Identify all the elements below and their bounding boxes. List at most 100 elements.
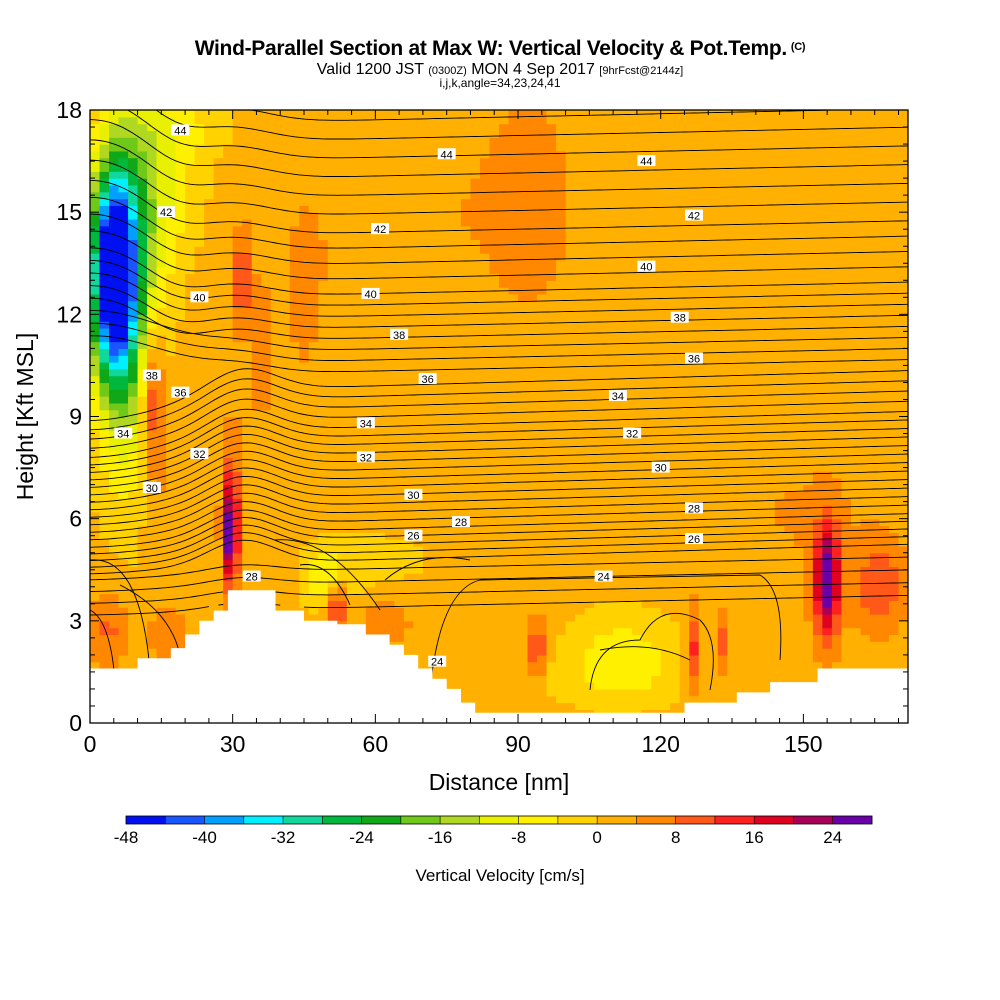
velocity-cell (556, 157, 567, 166)
velocity-cell (109, 205, 120, 213)
title-main: Wind-Parallel Section at Max W: Vertical… (194, 37, 788, 60)
velocity-cell (289, 314, 300, 322)
velocity-cell (346, 355, 357, 363)
velocity-cell (299, 430, 310, 438)
velocity-cell (99, 150, 110, 159)
velocity-cell (185, 327, 196, 336)
velocity-cell (118, 545, 129, 554)
velocity-cell (527, 355, 538, 363)
velocity-cell (394, 389, 405, 397)
velocity-cell (489, 566, 500, 574)
velocity-cell (394, 525, 405, 533)
velocity-cell (128, 307, 139, 315)
velocity-cell (394, 375, 405, 384)
velocity-cell (175, 287, 186, 295)
velocity-cell (537, 450, 548, 458)
velocity-cell (460, 116, 472, 125)
velocity-cell (109, 498, 120, 506)
velocity-cell (470, 607, 481, 615)
velocity-cell (603, 253, 614, 261)
velocity-cell (137, 239, 148, 247)
velocity-cell (223, 457, 234, 465)
velocity-cell (460, 491, 472, 499)
velocity-cell (147, 423, 158, 431)
velocity-cell (489, 654, 500, 663)
velocity-cell (299, 368, 310, 377)
velocity-cell (99, 273, 110, 281)
velocity-cell (327, 614, 338, 622)
velocity-cell (147, 539, 158, 547)
velocity-cell (213, 389, 224, 397)
velocity-cell (613, 688, 624, 697)
velocity-cell (451, 246, 462, 254)
velocity-cell (175, 355, 186, 363)
velocity-cell (451, 253, 462, 261)
velocity-cell (308, 280, 319, 288)
velocity-cell (147, 593, 158, 601)
velocity-cell (337, 144, 348, 152)
velocity-cell (565, 443, 576, 452)
velocity-cell (470, 614, 481, 622)
velocity-cell (90, 362, 101, 370)
velocity-cell (575, 641, 586, 649)
velocity-cell (384, 477, 395, 486)
velocity-cell (499, 198, 510, 206)
velocity-cell (603, 477, 614, 486)
velocity-cell (413, 450, 424, 458)
velocity-cell (213, 600, 224, 608)
velocity-cell (565, 402, 576, 411)
velocity-cell (90, 532, 101, 540)
velocity-cell (365, 273, 376, 281)
velocity-cell (575, 436, 586, 445)
velocity-cell (394, 314, 405, 322)
velocity-cell (537, 239, 548, 247)
velocity-cell (289, 293, 300, 302)
velocity-cell (251, 225, 262, 234)
velocity-cell (594, 627, 605, 636)
velocity-cell (537, 225, 548, 234)
velocity-cell (422, 607, 434, 615)
velocity-cell (422, 409, 434, 418)
velocity-cell (128, 607, 139, 615)
velocity-cell (109, 327, 120, 336)
velocity-cell (118, 280, 129, 288)
velocity-cell (147, 641, 158, 649)
velocity-cell (451, 682, 462, 690)
velocity-cell (261, 178, 272, 186)
velocity-cell (527, 157, 538, 166)
velocity-cell (270, 164, 281, 172)
velocity-cell (565, 545, 576, 554)
velocity-cell (584, 314, 595, 322)
velocity-cell (575, 525, 586, 533)
velocity-cell (308, 321, 319, 329)
velocity-cell (185, 150, 196, 159)
velocity-cell (584, 470, 595, 479)
velocity-cell (137, 443, 148, 452)
velocity-cell (489, 348, 500, 356)
velocity-cell (594, 164, 605, 172)
velocity-cell (251, 477, 262, 486)
velocity-cell (346, 225, 357, 234)
velocity-cell (441, 416, 453, 424)
velocity-cell (565, 470, 576, 479)
velocity-cell (460, 266, 472, 275)
velocity-cell (185, 293, 196, 302)
velocity-cell (537, 246, 548, 254)
velocity-cell (289, 334, 300, 343)
velocity-cell (470, 498, 481, 506)
velocity-cell (394, 559, 405, 567)
velocity-cell (318, 368, 329, 377)
velocity-cell (594, 184, 605, 193)
velocity-cell (451, 614, 462, 622)
velocity-cell (289, 164, 300, 172)
velocity-cell (299, 246, 310, 254)
velocity-cell (337, 511, 348, 520)
velocity-cell (232, 545, 243, 554)
velocity-cell (499, 327, 510, 336)
velocity-cell (441, 573, 453, 581)
velocity-cell (194, 327, 205, 336)
velocity-cell (375, 539, 386, 547)
velocity-cell (128, 212, 139, 220)
velocity-cell (194, 552, 205, 561)
velocity-cell (166, 511, 177, 520)
